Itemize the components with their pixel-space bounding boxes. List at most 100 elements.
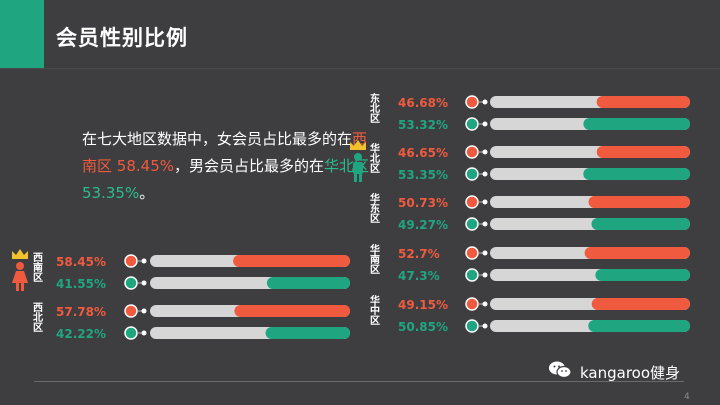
female-figure-head-icon <box>16 262 24 270</box>
region-label-char: 区 <box>33 322 43 334</box>
region-label-char: 区 <box>370 315 380 327</box>
marker-dot <box>465 297 479 311</box>
region-label-char: 区 <box>33 272 43 284</box>
region-label-char: 区 <box>370 113 380 125</box>
marker-dot <box>465 145 479 159</box>
data-label: 49.27% <box>398 218 448 232</box>
summary-part1: 在七大地区数据中，女会员占比最多的在 <box>82 130 353 148</box>
region-label-char: 中 <box>370 304 380 317</box>
connector-dot <box>141 280 147 286</box>
male-figure-leg-icon <box>359 174 362 182</box>
male-figure-leg-icon <box>354 174 357 182</box>
region-label-char: 西 <box>33 302 43 314</box>
region-label-char: 东 <box>370 92 380 105</box>
watermark: kangaroo健身 <box>548 358 680 386</box>
female-bar <box>233 255 350 267</box>
data-label: 57.78% <box>56 305 106 319</box>
marker-dot <box>465 95 479 109</box>
female-bar <box>588 196 690 208</box>
connector-dot <box>141 330 147 336</box>
male-bar <box>583 118 690 130</box>
region-label-char: 北 <box>33 311 43 324</box>
marker-dot <box>124 326 138 340</box>
footer-divider <box>34 381 684 382</box>
summary-green-value: 53.35% <box>82 184 140 202</box>
region-label-char: 华 <box>370 294 380 307</box>
region-label-char: 南 <box>33 261 43 274</box>
female-figure-leg-icon <box>16 283 19 291</box>
summary-red-value: 58.45% <box>116 157 174 175</box>
marker-dot <box>465 217 479 231</box>
marker-dot <box>465 319 479 333</box>
data-label: 53.32% <box>398 118 448 132</box>
male-figure-head-icon <box>354 153 362 161</box>
region-label-char: 北 <box>370 102 380 115</box>
female-bar <box>234 305 350 317</box>
data-label: 53.35% <box>398 168 448 182</box>
male-bar <box>583 168 690 180</box>
female-bar <box>596 96 690 108</box>
male-bar <box>588 320 690 332</box>
wechat-icon <box>548 360 572 384</box>
summary-part3: 。 <box>139 184 155 202</box>
title-bar: 会员性别比例 <box>0 0 302 68</box>
page-number: 4 <box>684 392 690 402</box>
data-label: 41.55% <box>56 277 106 291</box>
marker-dot <box>124 254 138 268</box>
connector-dot <box>482 301 488 307</box>
region-label-char: 区 <box>370 213 380 225</box>
header-divider <box>0 68 720 69</box>
connector-dot <box>482 171 488 177</box>
connector-dot <box>482 121 488 127</box>
male-bar <box>265 327 350 339</box>
female-bar <box>596 146 690 158</box>
region-label-char: 北 <box>370 152 380 165</box>
marker-dot <box>124 304 138 318</box>
male-bar <box>591 218 690 230</box>
region-label-char: 华 <box>370 192 380 205</box>
marker-dot <box>465 117 479 131</box>
connector-dot <box>482 272 488 278</box>
region-label-char: 南 <box>370 253 380 266</box>
data-label: 50.73% <box>398 196 448 210</box>
connector-dot <box>482 99 488 105</box>
connector-dot <box>482 323 488 329</box>
marker-dot <box>124 276 138 290</box>
data-label: 49.15% <box>398 298 448 312</box>
crown-icon <box>12 249 28 259</box>
region-label-char: 区 <box>370 264 380 276</box>
marker-dot <box>465 268 479 282</box>
connector-dot <box>482 149 488 155</box>
data-label: 46.65% <box>398 146 448 160</box>
region-label-char: 华 <box>370 142 380 155</box>
connector-dot <box>482 250 488 256</box>
male-bar <box>266 277 350 289</box>
marker-dot <box>465 246 479 260</box>
watermark-text: kangaroo健身 <box>580 363 681 382</box>
region-label-char: 东 <box>370 202 380 215</box>
connector-dot <box>482 221 488 227</box>
connector-dot <box>141 258 147 264</box>
connector-dot <box>482 199 488 205</box>
region-label-char: 华 <box>370 243 380 256</box>
male-bar <box>595 269 690 281</box>
crown-icon <box>350 140 366 150</box>
female-figure-dress-icon <box>12 271 28 283</box>
page-title: 会员性别比例 <box>56 26 188 50</box>
summary-text: 在七大地区数据中，女会员占比最多的在西南区 58.45%，男会员占比最多的在华北… <box>82 126 372 207</box>
data-label: 50.85% <box>398 320 448 334</box>
male-figure-body-icon <box>353 162 363 174</box>
data-label: 42.22% <box>56 327 106 341</box>
data-label: 46.68% <box>398 96 448 110</box>
female-bar <box>584 247 690 259</box>
data-label: 47.3% <box>398 269 440 283</box>
data-label: 58.45% <box>56 255 106 269</box>
female-bar <box>591 298 690 310</box>
connector-dot <box>141 308 147 314</box>
marker-dot <box>465 195 479 209</box>
title-accent-block <box>0 0 44 68</box>
marker-dot <box>465 167 479 181</box>
region-label-char: 西 <box>33 252 43 264</box>
region-label-char: 区 <box>370 163 380 175</box>
